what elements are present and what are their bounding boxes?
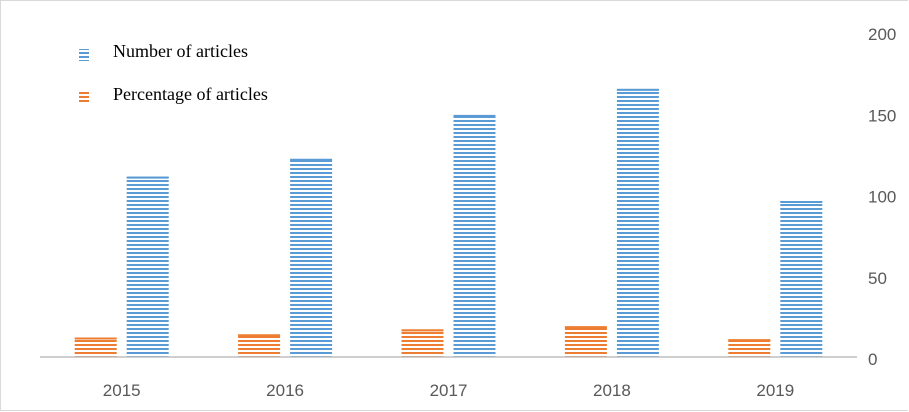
x-tick-label-2017: 2017 — [430, 381, 468, 400]
y-axis-ticks: 0 50 100 150 200 — [868, 25, 896, 369]
legend-label-percentage-of-articles: Percentage of articles — [113, 84, 268, 104]
x-tick-label-2019: 2019 — [756, 381, 794, 400]
x-axis-ticks: 2015 2016 2017 2018 2019 — [103, 381, 794, 400]
legend-swatch-number-of-articles — [79, 49, 89, 61]
x-tick-label-2015: 2015 — [103, 381, 141, 400]
bar-percentage-of-articles-2019 — [728, 339, 771, 357]
y-tick-label-150: 150 — [868, 106, 896, 125]
legend-label-number-of-articles: Number of articles — [113, 41, 248, 61]
bar-number-of-articles-2017 — [453, 114, 496, 357]
y-tick-label-100: 100 — [868, 188, 896, 207]
bar-percentage-of-articles-2016 — [238, 334, 281, 357]
bar-number-of-articles-2015 — [126, 176, 169, 357]
x-tick-label-2016: 2016 — [266, 381, 304, 400]
bar-number-of-articles-2019 — [780, 201, 823, 357]
bar-percentage-of-articles-2015 — [74, 337, 117, 357]
legend: Number of articles Percentage of articles — [79, 41, 268, 104]
legend-swatch-percentage-of-articles — [79, 92, 89, 104]
y-tick-label-200: 200 — [868, 25, 896, 44]
bars-group — [74, 88, 823, 357]
y-tick-label-0: 0 — [868, 350, 877, 369]
x-tick-label-2018: 2018 — [593, 381, 631, 400]
y-tick-label-50: 50 — [868, 269, 887, 288]
bar-percentage-of-articles-2018 — [564, 326, 607, 357]
bar-number-of-articles-2018 — [616, 88, 659, 357]
bar-percentage-of-articles-2017 — [401, 329, 444, 357]
bar-number-of-articles-2016 — [290, 158, 333, 357]
